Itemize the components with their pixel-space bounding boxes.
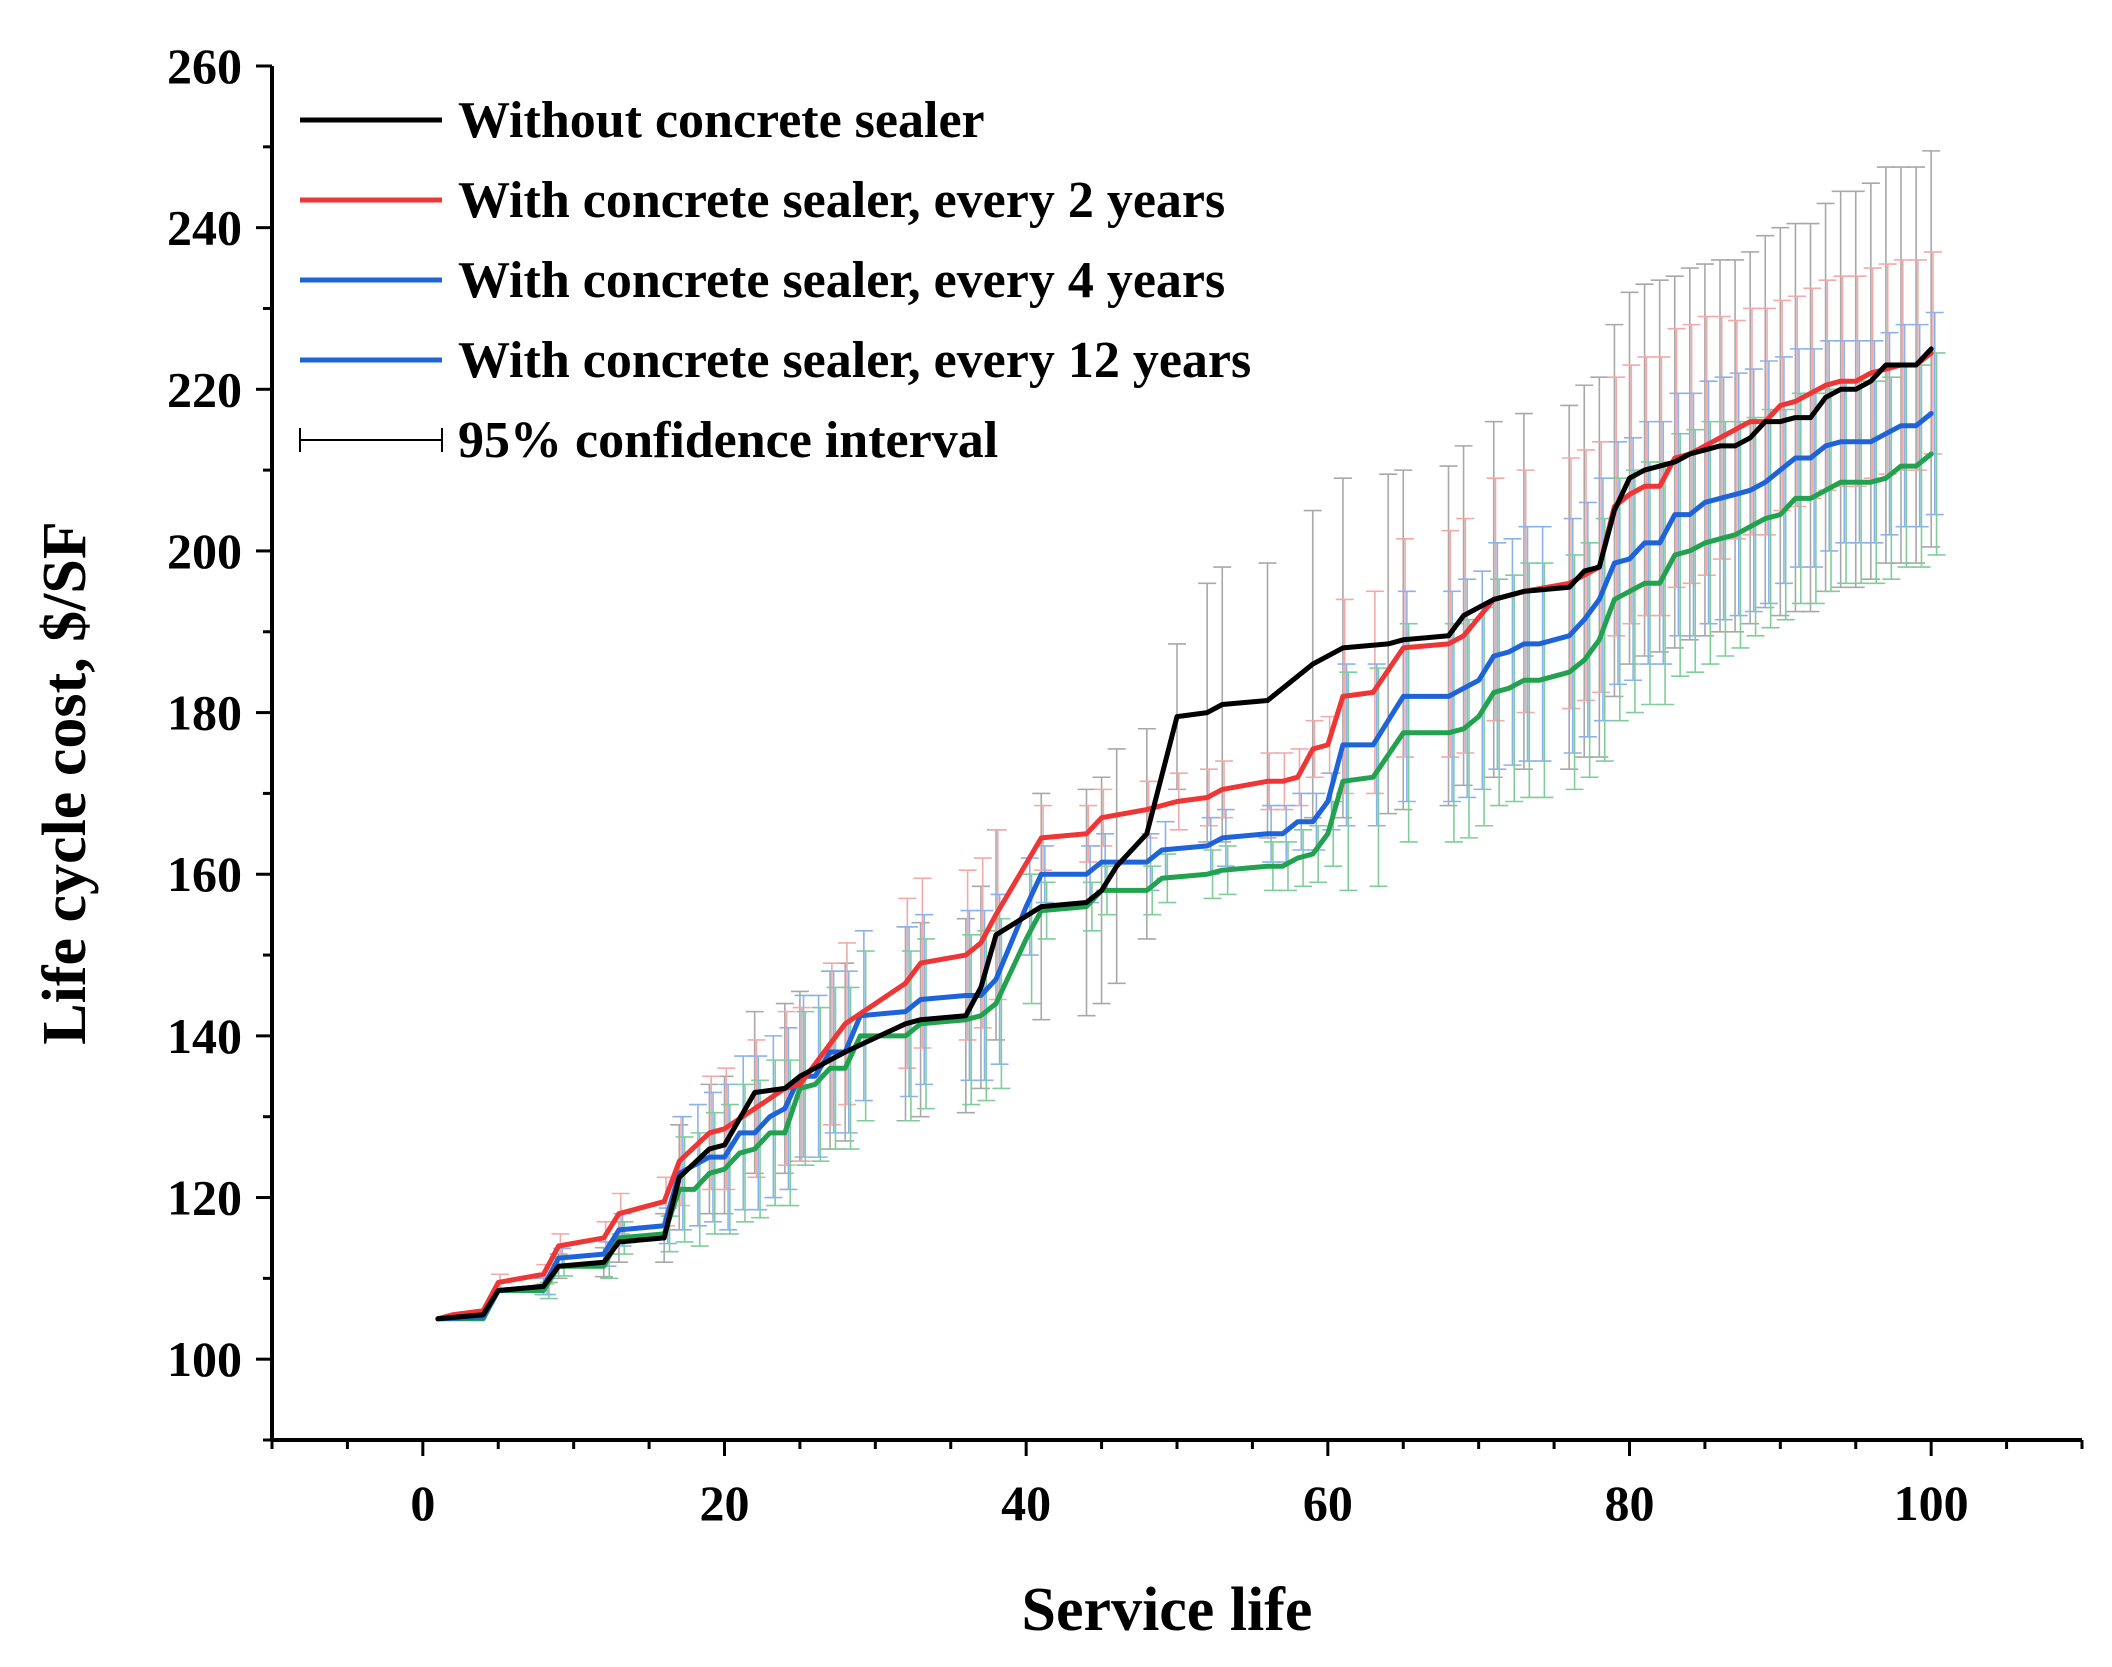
legend-entry-label: With concrete sealer, every 12 years [458,332,1251,389]
x-tick-label: 40 [1001,1475,1051,1531]
series-line-with-concrete-sealer-every-12-years [435,451,1934,1322]
y-tick-label: 140 [167,1008,242,1064]
x-tick-label: 80 [1605,1475,1655,1531]
y-tick-label: 180 [167,685,242,741]
y-tick-label: 160 [167,846,242,902]
x-axis-title: Service life [1022,1576,1313,1644]
legend-entry-label: Without concrete sealer [458,92,985,149]
y-axis-title: Life cycle cost, $/SF [31,521,99,1044]
legend-entry-label: 95% confidence interval [458,412,998,469]
x-tick-label: 100 [1894,1475,1969,1531]
series-line-without-concrete-sealer [435,346,1934,1322]
y-tick-label: 120 [167,1170,242,1226]
x-tick-label: 60 [1303,1475,1353,1531]
x-tick-label: 0 [410,1475,435,1531]
y-ticks: 100 120 140 160 180 200 220 240 260 [167,38,272,1442]
x-ticks: 0 20 40 60 80 100 [270,1440,2084,1531]
series-line-with-concrete-sealer-every-2-years [435,350,1934,1322]
series-layer [435,346,1934,1322]
y-tick-label: 260 [167,38,242,94]
y-tick-label: 220 [167,361,242,417]
y-tick-label: 240 [167,200,242,256]
legend-entry-label: With concrete sealer, every 2 years [458,172,1225,229]
x-tick-label: 20 [700,1475,750,1531]
series-line-with-concrete-sealer-every-4-years [435,411,1934,1322]
y-tick-label: 200 [167,523,242,579]
y-tick-label: 100 [167,1331,242,1387]
legend-entry-label: With concrete sealer, every 4 years [458,252,1225,309]
legend: Without concrete sealer With concrete sea… [299,92,1251,469]
